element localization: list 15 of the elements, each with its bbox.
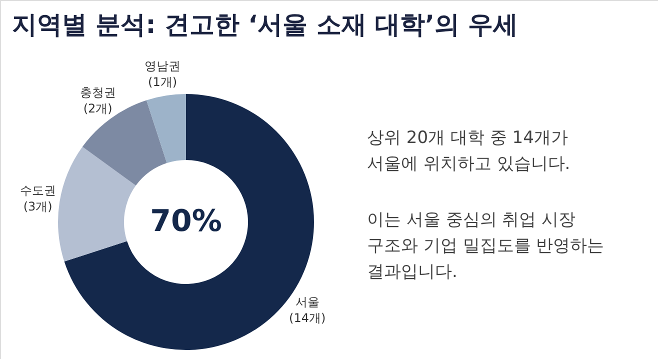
- text: 상위 20개 대학 중 14개가 서울에 위치하고 있습니다.: [367, 128, 570, 174]
- data-label: (2개): [83, 102, 112, 116]
- donut-slice: [58, 146, 136, 262]
- chart-title: 지역별 분석: 견고한 ‘서울 소재 대학’의 우세: [12, 10, 518, 39]
- slice-label: 서울: [295, 295, 320, 310]
- text: 70%: [150, 204, 222, 239]
- data-label: (14개): [289, 311, 326, 326]
- text: 이는 서울 중심의 취업 시장 구조와 기업 밀집도를 반영하는 결과입니다.: [367, 210, 604, 282]
- slice-label: 수도권: [20, 184, 56, 198]
- data-label: (3개): [23, 200, 52, 214]
- donut-slice: [82, 100, 167, 186]
- data-label: (1개): [148, 74, 178, 89]
- donut-slice: [146, 94, 186, 164]
- slice-label: 충청권: [80, 86, 116, 100]
- slice-label: 영남권: [144, 58, 181, 73]
